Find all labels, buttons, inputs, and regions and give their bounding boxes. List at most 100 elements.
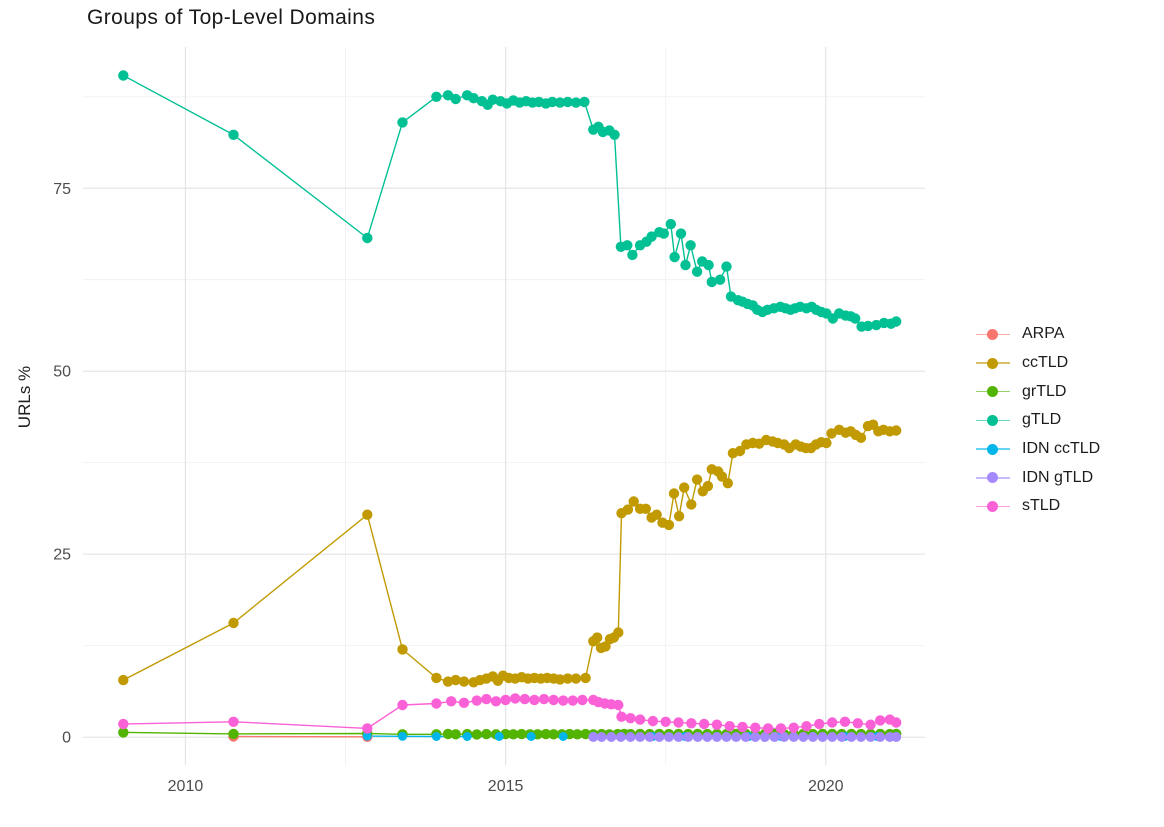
data-point-gtld [579, 96, 590, 108]
data-point-gtld [691, 266, 703, 277]
data-point-cctld [554, 674, 566, 685]
data-point-cctld [562, 673, 573, 684]
data-point-idn-cctld [462, 732, 472, 741]
legend-label: IDN gTLD [1022, 468, 1094, 486]
data-point-idn-gtld [846, 732, 857, 742]
data-point-stld [519, 693, 530, 705]
data-point-stld [891, 717, 902, 728]
data-point-stld [118, 718, 129, 730]
data-point-idn-gtld [615, 732, 626, 742]
data-point-gtld [228, 129, 239, 140]
data-point-idn-gtld [779, 732, 790, 742]
data-point-idn-gtld [635, 732, 646, 742]
legend-label: gTLD [1022, 411, 1062, 429]
data-point-gtld [468, 93, 479, 104]
data-point-stld [431, 698, 442, 709]
data-point-gtld [675, 228, 687, 239]
data-point-cctld [651, 509, 662, 520]
legend-item-idn-cctld: IDN ccTLD [976, 435, 1100, 464]
data-point-cctld [628, 496, 639, 507]
data-point-stld [762, 723, 774, 734]
data-point-cctld [640, 503, 651, 514]
data-point-idn-gtld [875, 732, 886, 742]
data-point-gtld [609, 129, 620, 140]
legend-marker-icon [976, 472, 1010, 484]
legend: ARPA ccTLD grTLD gTLD IDN ccTLD IDN gTLD… [976, 320, 1100, 521]
data-point-cctld [734, 445, 746, 457]
data-point-idn-gtld [654, 732, 665, 742]
data-point-idn-cctld [431, 732, 441, 741]
y-tick-label: 50 [53, 364, 71, 381]
data-point-idn-cctld [494, 732, 504, 741]
data-point-idn-gtld [731, 732, 742, 742]
chart-title: Groups of Top-Level Domains [87, 6, 376, 29]
data-point-grtld [471, 729, 482, 740]
data-point-stld [548, 694, 559, 706]
data-point-cctld [118, 674, 129, 686]
data-point-idn-gtld [750, 732, 761, 742]
data-point-stld [750, 722, 761, 733]
legend-marker-icon [976, 328, 1010, 340]
data-point-cctld [722, 478, 733, 489]
data-point-gtld [680, 259, 691, 271]
data-point-idn-cctld [526, 732, 536, 741]
data-point-idn-cctld [558, 732, 568, 741]
data-point-gtld [442, 90, 454, 101]
data-point-gtld [622, 240, 633, 251]
data-point-stld [875, 715, 886, 726]
data-point-idn-gtld [759, 732, 770, 742]
data-point-grtld [540, 728, 552, 740]
data-point-gtld [665, 218, 676, 230]
data-point-stld [686, 718, 697, 729]
data-point-gtld [547, 96, 558, 108]
legend-item-cctld: ccTLD [976, 349, 1100, 378]
data-point-idn-gtld [807, 732, 818, 742]
data-point-gtld [646, 231, 657, 242]
data-point-grtld [228, 728, 239, 740]
data-point-stld [660, 716, 671, 727]
data-point-idn-gtld [721, 732, 732, 742]
data-point-gtld [118, 70, 129, 81]
data-point-gtld [706, 276, 717, 288]
data-point-grtld [450, 729, 461, 740]
data-point-grtld [508, 729, 519, 740]
data-point-cctld [673, 511, 685, 522]
legend-marker-icon [976, 500, 1010, 512]
data-point-idn-gtld [673, 732, 684, 742]
data-point-gtld [669, 251, 680, 263]
data-point-idn-cctld [398, 731, 407, 741]
data-point-cctld [686, 499, 697, 510]
data-point-stld [711, 719, 723, 730]
data-point-cctld [613, 627, 624, 638]
data-point-cctld [458, 676, 470, 687]
y-axis-title: URLs % [15, 365, 34, 429]
data-point-stld [801, 721, 812, 732]
data-point-stld [471, 695, 482, 706]
legend-item-grtld: grTLD [976, 377, 1100, 406]
x-tick-label: 2015 [488, 778, 524, 795]
data-point-idn-gtld [798, 732, 809, 742]
data-point-grtld [580, 728, 591, 740]
data-point-gtld [397, 117, 408, 128]
data-point-cctld [855, 432, 867, 443]
data-point-idn-gtld [588, 732, 599, 742]
data-point-gtld [570, 97, 582, 108]
data-point-stld [634, 714, 646, 725]
data-point-stld [839, 716, 851, 727]
data-point-gtld [850, 313, 861, 324]
data-point-stld [673, 717, 684, 728]
data-point-cctld [397, 644, 408, 655]
data-point-stld [737, 721, 748, 733]
data-point-gtld [721, 261, 732, 272]
legend-item-stld: sTLD [976, 492, 1100, 521]
data-point-gtld [431, 91, 442, 103]
data-point-gtld [703, 259, 714, 271]
legend-label: IDN ccTLD [1022, 440, 1101, 458]
data-point-cctld [580, 672, 591, 684]
data-point-idn-gtld [606, 732, 617, 742]
data-point-stld [567, 695, 578, 706]
data-point-gtld [862, 320, 874, 332]
data-point-stld [481, 693, 492, 705]
data-point-idn-gtld [596, 732, 607, 742]
data-point-idn-gtld [865, 732, 876, 742]
